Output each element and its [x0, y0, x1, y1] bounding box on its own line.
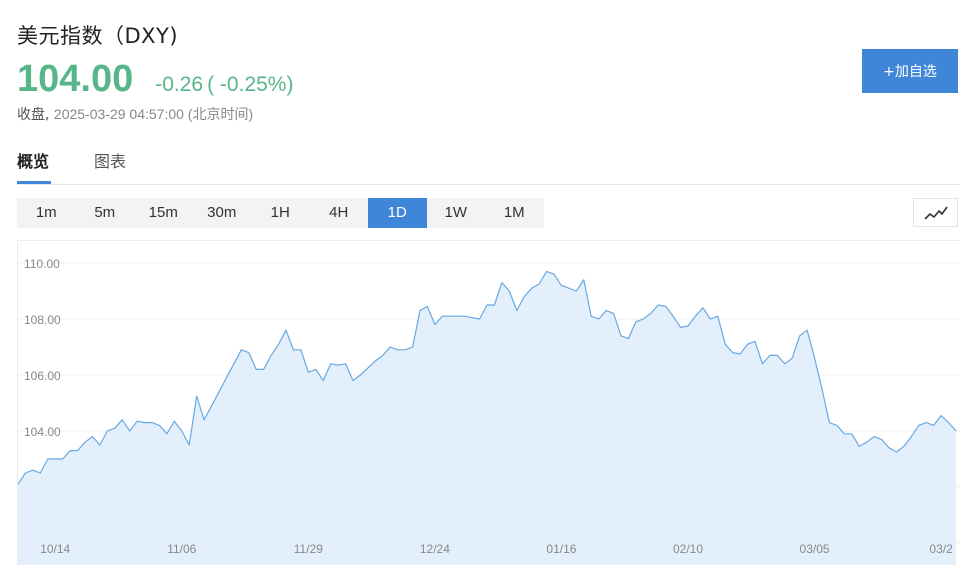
period-5m[interactable]: 5m [94, 204, 116, 221]
area-fill [18, 271, 956, 565]
x-tick-label: 12/24 [420, 542, 450, 556]
price-change: -0.26 [155, 73, 204, 96]
period-selector: 1m 5m 15m 30m 1H 4H 1D 1W 1M [17, 198, 544, 228]
last-price: 104.00 [17, 58, 134, 100]
status-time: 2025-03-29 04:57:00 (北京时间) [53, 106, 254, 122]
tab-chart[interactable]: 图表 [94, 152, 127, 171]
y-tick-label: 108.00 [24, 313, 61, 327]
period-15m[interactable]: 15m [148, 204, 178, 221]
tab-bar: 概览 图表 [17, 150, 960, 185]
price-chart: 100.00102.00104.00106.00108.00110.0010/1… [17, 240, 960, 565]
line-chart-icon [923, 206, 948, 220]
series-line [18, 270, 957, 485]
period-1mo[interactable]: 1M [503, 204, 525, 221]
x-tick-label: 02/10 [673, 542, 703, 556]
y-tick-label: 106.00 [24, 369, 61, 383]
x-tick-label: 03/05 [800, 542, 830, 556]
chart-svg: 100.00102.00104.00106.00108.00110.0010/1… [18, 257, 960, 565]
price-row: 104.00 -0.26 ( -0.25%) [17, 58, 293, 101]
x-tick-label: 03/2 [929, 542, 953, 556]
x-tick-label: 01/16 [546, 542, 576, 556]
chart-type-button[interactable] [913, 198, 958, 227]
period-1w[interactable]: 1W [444, 204, 468, 221]
tab-overview[interactable]: 概览 [17, 150, 51, 184]
page-title: 美元指数（DXY) [17, 24, 179, 48]
market-status: 收盘, 2025-03-29 04:57:00 (北京时间) [17, 104, 253, 124]
x-tick-label: 10/14 [40, 542, 70, 556]
period-30m[interactable]: 30m [207, 204, 237, 221]
price-change-percent: ( -0.25%) [207, 73, 294, 96]
y-tick-label: 104.00 [24, 425, 61, 439]
y-tick-label: 110.00 [24, 257, 60, 271]
period-1d[interactable]: 1D [368, 198, 427, 228]
period-4h[interactable]: 4H [329, 204, 349, 221]
x-tick-label: 11/29 [294, 542, 323, 556]
x-tick-label: 11/06 [167, 542, 196, 556]
period-1h[interactable]: 1H [270, 204, 290, 221]
period-1m[interactable]: 1m [35, 204, 57, 221]
add-to-watchlist-button[interactable]: +加自选 [862, 49, 958, 93]
status-label: 收盘, [17, 107, 50, 123]
